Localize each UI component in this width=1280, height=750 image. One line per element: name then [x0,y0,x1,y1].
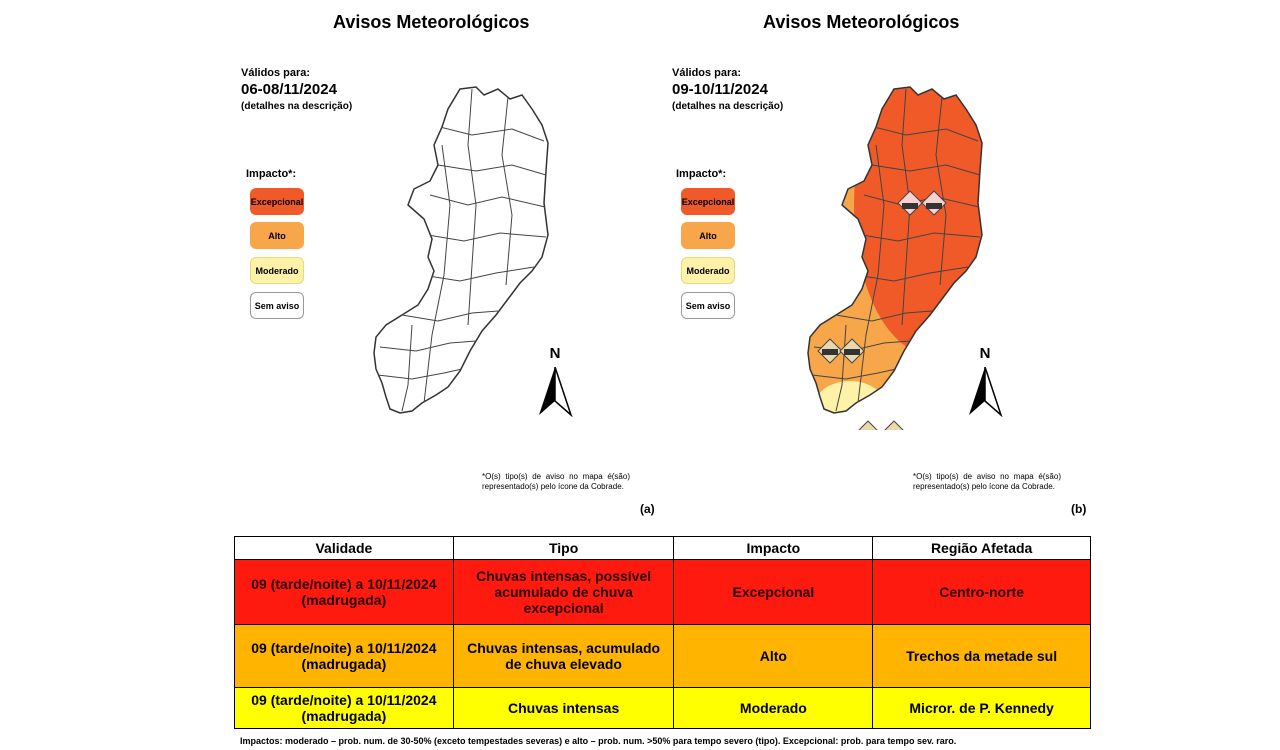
valid-label: Válidos para: [672,67,742,79]
details-note: (detalhes na descrição) [672,100,784,112]
cell-impacto: Alto [673,624,874,688]
state-map-a [373,86,549,414]
cell-tipo: Chuvas intensas, possível acumulado de c… [452,559,675,625]
col-tipo: Tipo [452,536,675,560]
north-arrow-icon: N [535,345,575,425]
valid-date: 09-10/11/2024 [672,81,768,99]
cell-tipo: Chuvas intensas, acumulado de chuva elev… [452,624,675,688]
cell-validade: 09 (tarde/noite) a 10/11/2024 (madrugada… [234,624,454,688]
panel-b-validity: Válidos para: 09-10/11/2024 (detalhes na… [672,66,783,113]
cell-tipo: Chuvas intensas [452,687,675,729]
cell-validade: 09 (tarde/noite) a 10/11/2024 (madrugada… [234,559,454,625]
impact-footnote: Impactos: moderado – prob. num. de 30-50… [240,736,957,746]
panel-label-b: (b) [1071,502,1087,516]
impact-legend-title: Impacto*: [676,168,727,180]
valid-date: 06-08/11/2024 [241,81,337,99]
cell-regiao: Centro-norte [872,559,1091,625]
warnings-table: Validade Tipo Impacto Região Afetada 09 … [234,536,1091,729]
col-validade: Validade [234,536,454,560]
panel-label-a: (a) [640,502,655,516]
table-header-row: Validade Tipo Impacto Região Afetada [234,536,1091,560]
valid-label: Válidos para: [241,67,311,79]
cell-impacto: Moderado [673,687,874,729]
details-note: (detalhes na descrição) [241,100,353,112]
panel-b-title: Avisos Meteorológicos [763,12,960,32]
impact-legend-title: Impacto*: [246,168,297,180]
legend-moderado: Moderado [681,257,735,284]
legend-sem-aviso: Sem aviso [681,292,735,319]
legend-alto: Alto [681,222,735,249]
panel-a-title: Avisos Meteorológicos [333,12,530,32]
cell-regiao: Trechos da metade sul [872,624,1091,688]
legend-excepcional: Excepcional [250,188,304,215]
col-impacto: Impacto [673,536,874,560]
rain-warning-icon [817,190,947,430]
cobrade-note: *O(s) tipo(s) de aviso no mapa é(são) re… [482,472,630,491]
state-map-b [807,86,983,430]
legend-excepcional: Excepcional [681,188,735,215]
cell-validade: 09 (tarde/noite) a 10/11/2024 (madrugada… [234,687,454,729]
north-arrow-icon: N [965,345,1005,425]
legend-alto: Alto [250,222,304,249]
table-row: 09 (tarde/noite) a 10/11/2024 (madrugada… [234,687,1091,729]
table-row: 09 (tarde/noite) a 10/11/2024 (madrugada… [234,624,1091,688]
table-row: 09 (tarde/noite) a 10/11/2024 (madrugada… [234,559,1091,625]
legend-sem-aviso: Sem aviso [250,292,304,319]
col-regiao: Região Afetada [872,536,1091,560]
legend-moderado: Moderado [250,257,304,284]
cobrade-note: *O(s) tipo(s) de aviso no mapa é(são) re… [913,472,1061,491]
panel-a-validity: Válidos para: 06-08/11/2024 (detalhes na… [241,66,352,113]
cell-impacto: Excepcional [673,559,874,625]
cell-regiao: Micror. de P. Kennedy [872,687,1091,729]
